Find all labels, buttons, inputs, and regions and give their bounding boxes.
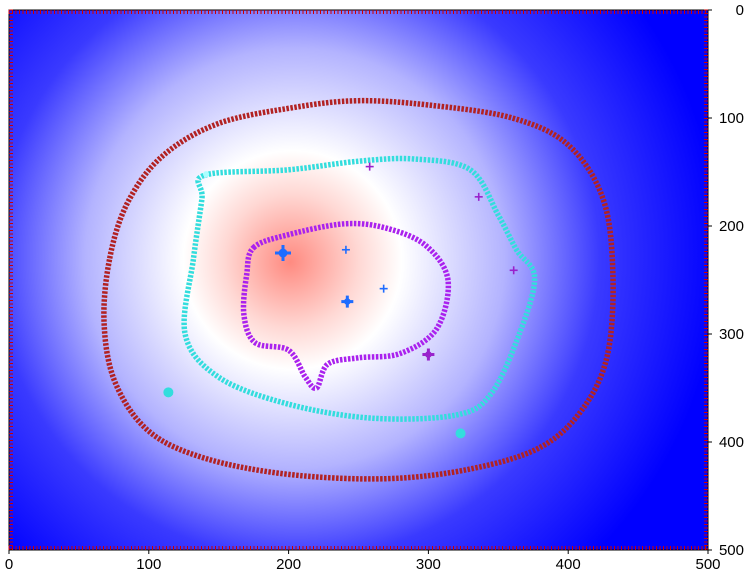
y-tick-label: 300: [719, 326, 744, 343]
contour-line-middle: [181, 155, 538, 422]
marker-plus: [509, 266, 518, 275]
y-tick-label: 200: [719, 218, 744, 235]
marker-plus: [341, 295, 354, 308]
x-tick-label: 300: [416, 556, 441, 572]
marker-dot: [455, 428, 466, 439]
marker-dot: [163, 387, 174, 398]
y-tick-label: 400: [719, 434, 744, 451]
x-tick-label: 0: [5, 556, 13, 572]
contour-layer: [101, 97, 616, 482]
marker-plus: [365, 162, 374, 171]
marker-dot: [203, 171, 210, 178]
contour-line-outer: [101, 97, 616, 482]
x-tick-label: 200: [276, 556, 301, 572]
y-tick-label: 500: [719, 542, 744, 559]
marker-plus: [275, 245, 292, 261]
marker-plus: [341, 245, 350, 254]
y-tick-label: 100: [719, 110, 744, 127]
marker-plus: [422, 348, 435, 361]
marker-plus: [379, 284, 388, 293]
x-tick-label: 100: [136, 556, 161, 572]
y-axis: 0 100 200 300 400 500: [708, 2, 744, 559]
marker-plus: [474, 192, 483, 201]
marker-layer: [163, 162, 518, 439]
edge-tick-pattern: [8, 9, 708, 550]
x-tick-label: 500: [695, 556, 720, 572]
x-axis: 0 100 200 300 400 500: [5, 550, 721, 572]
y-tick-label: 0: [736, 2, 744, 19]
contour-line-inner: [240, 220, 452, 392]
edge-tick-marks: [8, 9, 708, 550]
x-tick-label: 400: [556, 556, 581, 572]
heatmap-field: [9, 10, 708, 550]
